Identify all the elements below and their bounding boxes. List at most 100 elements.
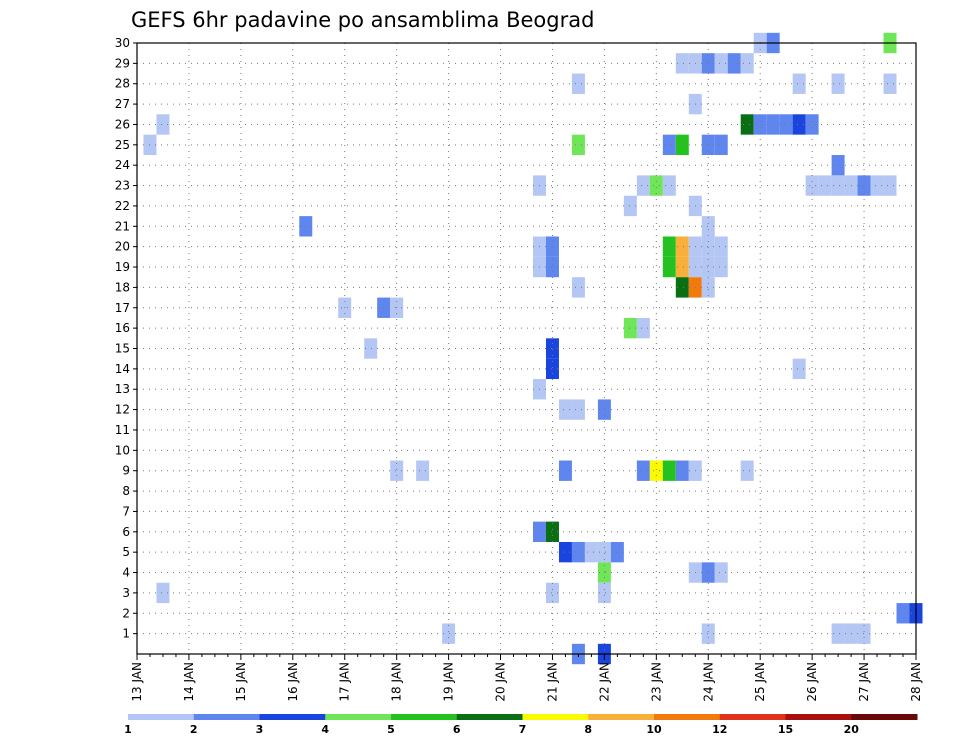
data-cell — [831, 155, 845, 176]
data-cell — [740, 460, 754, 481]
chart-title: GEFS 6hr padavine po ansamblima Beograd — [131, 8, 594, 32]
colorbar-segment — [128, 714, 195, 720]
data-cell — [558, 541, 572, 563]
data-cell — [714, 256, 728, 278]
data-cell — [805, 114, 819, 135]
y-axis: 1234567891011121314151617181920212223242… — [115, 36, 137, 641]
y-tick-label: 20 — [115, 240, 130, 254]
data-cell — [571, 541, 585, 563]
y-tick-label: 1 — [122, 627, 130, 641]
colorbar-label: 8 — [584, 723, 592, 736]
colorbar: 1 2 3 4 5 6 7 8 10 12 15 20 — [124, 714, 918, 736]
data-cell — [416, 460, 430, 481]
data-cell — [662, 460, 676, 481]
x-tick-label: 21 JAN — [545, 662, 559, 702]
data-cell — [701, 562, 715, 583]
data-cell — [662, 256, 676, 278]
y-tick-label: 17 — [115, 301, 130, 315]
colorbar-label: 6 — [453, 723, 461, 736]
data-cell — [779, 114, 793, 135]
y-tick-label: 16 — [115, 321, 130, 335]
colorbar-label: 7 — [519, 723, 527, 736]
y-tick-label: 22 — [115, 199, 130, 213]
y-tick-label: 26 — [115, 117, 130, 131]
y-tick-label: 3 — [122, 586, 130, 600]
data-cell — [701, 134, 715, 156]
data-cell — [714, 236, 728, 257]
y-tick-label: 30 — [115, 36, 130, 50]
data-cell — [545, 358, 559, 380]
x-tick-label: 16 JAN — [286, 662, 300, 702]
data-cell — [857, 175, 871, 196]
data-cell — [792, 358, 806, 380]
data-cell — [675, 53, 689, 74]
colorbar-segment — [719, 714, 786, 720]
y-tick-label: 25 — [115, 138, 130, 152]
colorbar-segment — [193, 714, 260, 720]
x-tick-label: 22 JAN — [597, 662, 611, 702]
y-tick-label: 6 — [122, 525, 130, 539]
data-cell — [649, 175, 663, 196]
y-tick-label: 13 — [115, 382, 130, 396]
data-cell — [442, 623, 456, 644]
x-axis: 13 JAN 14 JAN 15 JAN 16 JAN 17 JAN 18 JAN 19 J… — [130, 654, 923, 702]
data-cell — [701, 53, 715, 74]
data-cell — [870, 175, 884, 196]
x-tick-label: 17 JAN — [338, 662, 352, 702]
data-cell — [558, 460, 572, 481]
x-tick-label: 14 JAN — [182, 662, 196, 702]
data-cell — [701, 236, 715, 257]
y-tick-label: 19 — [115, 260, 130, 274]
data-cell — [831, 175, 845, 196]
y-tick-label: 12 — [115, 403, 130, 417]
y-tick-label: 14 — [115, 362, 130, 376]
data-cell — [675, 134, 689, 156]
data-cell — [883, 175, 897, 196]
colorbar-segment — [391, 714, 458, 720]
data-cell — [364, 338, 378, 359]
y-tick-label: 7 — [122, 504, 130, 518]
colorbar-label: 10 — [646, 723, 662, 736]
data-cell — [545, 582, 559, 604]
data-cell — [571, 277, 585, 298]
colorbar-label: 4 — [321, 723, 329, 736]
colorbar-label: 3 — [256, 723, 264, 736]
data-cell — [571, 73, 585, 94]
y-tick-label: 18 — [115, 280, 130, 294]
colorbar-segment — [851, 714, 918, 720]
data-cell — [792, 73, 806, 94]
data-cell — [597, 582, 611, 604]
x-tick-label: 15 JAN — [234, 662, 248, 702]
data-cell — [545, 256, 559, 278]
colorbar-segment — [588, 714, 655, 720]
colorbar-segment — [522, 714, 589, 720]
y-tick-label: 10 — [115, 443, 130, 457]
y-tick-label: 29 — [115, 56, 130, 70]
x-tick-label: 19 JAN — [442, 662, 456, 702]
data-cell — [805, 175, 819, 196]
colorbar-label: 20 — [844, 723, 860, 736]
y-tick-label: 23 — [115, 179, 130, 193]
colorbar-segment — [785, 714, 852, 720]
data-cell — [675, 277, 689, 298]
x-tick-label: 23 JAN — [649, 662, 663, 702]
data-cell — [597, 541, 611, 563]
y-tick-label: 21 — [115, 219, 130, 233]
data-cell — [857, 623, 871, 644]
colorbar-label: 5 — [387, 723, 395, 736]
data-cell — [156, 114, 170, 135]
colorbar-label: 1 — [124, 723, 132, 736]
colorbar-label: 15 — [778, 723, 793, 736]
colorbar-label: 2 — [190, 723, 198, 736]
data-cell — [597, 562, 611, 583]
data-cell — [740, 53, 754, 74]
data-cell — [662, 134, 676, 156]
data-cell — [818, 175, 832, 196]
colorbar-segment — [654, 714, 721, 720]
data-cell — [727, 53, 741, 74]
data-cell — [636, 460, 650, 481]
data-cell — [662, 175, 676, 196]
data-cell — [714, 562, 728, 583]
data-cell — [156, 582, 170, 604]
